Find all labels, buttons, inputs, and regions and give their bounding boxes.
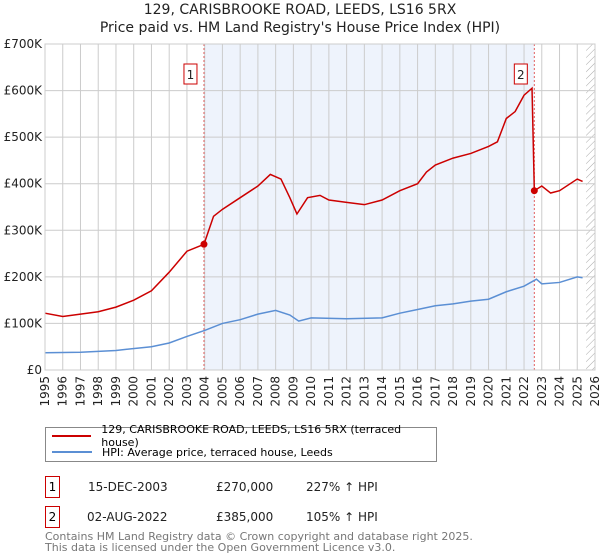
x-tick-label: 2001 xyxy=(144,376,158,407)
x-tick-label: 2022 xyxy=(517,376,531,407)
x-tick-label: 2026 xyxy=(588,376,600,407)
marker-badge-box xyxy=(183,63,198,85)
x-tick-label: 2011 xyxy=(322,376,336,407)
plot-border xyxy=(44,43,596,371)
sale-point xyxy=(200,240,208,248)
legend-label: 129, CARISBROOKE ROAD, LEEDS, LS16 5RX (… xyxy=(101,423,402,449)
x-tick-label: 2002 xyxy=(162,376,176,407)
x-tick-label: 2018 xyxy=(446,376,460,407)
x-tick-label: 2016 xyxy=(411,376,425,407)
legend-red-line xyxy=(52,435,92,437)
x-tick-label: 2024 xyxy=(553,376,567,407)
x-tick-label: 2008 xyxy=(269,376,283,407)
x-tick-label: 2025 xyxy=(570,376,584,407)
tx-hpi: 227% ↑ HPI xyxy=(306,480,378,494)
x-tick-label: 1995 xyxy=(38,376,52,407)
hpi-line xyxy=(44,276,583,354)
marker-badge: 2 xyxy=(45,506,60,528)
y-tick-label: £0 xyxy=(27,363,42,377)
x-tick-label: 2023 xyxy=(535,376,549,407)
x-tick-label: 2013 xyxy=(357,376,371,407)
x-tick-label: 2005 xyxy=(215,376,229,407)
x-tick-label: 2007 xyxy=(251,376,265,407)
x-tick-label: 2003 xyxy=(180,376,194,407)
x-tick-label: 2000 xyxy=(127,376,141,407)
x-tick-label: 2006 xyxy=(233,376,247,407)
legend-blue-line xyxy=(52,451,92,453)
footer-line1: Contains HM Land Registry data © Crown c… xyxy=(45,530,473,543)
x-tick-label: 2021 xyxy=(499,376,513,407)
shaded-ownership-period xyxy=(203,44,535,370)
x-tick-label: 1996 xyxy=(56,376,70,407)
marker-badge-label: 2 xyxy=(517,68,525,82)
x-tick-label: 2020 xyxy=(482,376,496,407)
x-tick-label: 2009 xyxy=(286,376,300,407)
x-tick-label: 1997 xyxy=(73,376,87,407)
chart-title: 129, CARISBROOKE ROAD, LEEDS, LS16 5RX xyxy=(143,2,457,18)
tx-price: £270,000 xyxy=(216,480,274,494)
tx-date: 15-DEC-2003 xyxy=(88,480,168,494)
sale-point xyxy=(530,187,538,195)
price-paid-line xyxy=(44,86,583,318)
marker-badge-box xyxy=(513,63,528,85)
x-tick-label: 2010 xyxy=(304,376,318,407)
x-tick-label: 2017 xyxy=(428,376,442,407)
x-tick-label: 1999 xyxy=(109,376,123,407)
y-tick-label: £200K xyxy=(4,270,44,284)
x-tick-label: 2015 xyxy=(393,376,407,407)
legend: 129, CARISBROOKE ROAD, LEEDS, LS16 5RX (… xyxy=(45,423,437,462)
hatched-forecast-region xyxy=(586,44,595,370)
marker-badge: 1 xyxy=(45,476,60,498)
chart-subtitle: Price paid vs. HM Land Registry's House … xyxy=(99,20,501,36)
y-tick-label: £700K xyxy=(4,37,44,51)
footer-line2: This data is licensed under the Open Gov… xyxy=(45,541,396,554)
y-tick-label: £100K xyxy=(4,316,44,330)
tx-date: 02-AUG-2022 xyxy=(87,510,168,524)
y-tick-label: £300K xyxy=(4,223,44,237)
x-tick-label: 2004 xyxy=(198,376,212,407)
x-tick-label: 1998 xyxy=(91,376,105,407)
y-tick-label: £500K xyxy=(4,130,44,144)
legend-label: HPI: Average price, terraced house, Leed… xyxy=(102,445,333,459)
tx-price: £385,000 xyxy=(216,510,274,524)
x-tick-label: 2012 xyxy=(340,376,354,407)
x-tick-label: 2014 xyxy=(375,376,389,407)
x-tick-label: 2019 xyxy=(464,376,478,407)
marker-badge-label: 1 xyxy=(187,68,195,82)
y-tick-label: £400K xyxy=(4,177,44,191)
plot-area: 1995 1996 1997 1998 1999 2000 2001 2002 2003 2004… xyxy=(4,37,600,407)
tx-hpi: 105% ↑ HPI xyxy=(306,510,378,524)
y-tick-label: £600K xyxy=(4,84,44,98)
